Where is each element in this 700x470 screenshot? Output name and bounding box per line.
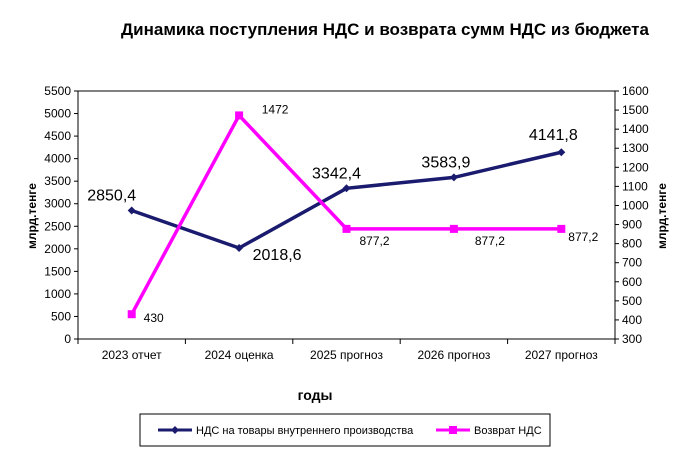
legend-label-2: Возврат НДС [474, 425, 542, 437]
y-axis-label-left: млрд.тенге [25, 183, 39, 249]
legend-marker-1 [171, 426, 179, 434]
plot-area [77, 90, 616, 340]
series-2-point [127, 310, 136, 319]
x-tick-label: 2027 прогноз [525, 348, 598, 362]
series-1-point [235, 243, 244, 252]
y-left-tick-label: 5500 [44, 84, 71, 98]
y-left-tick-label: 3000 [44, 197, 71, 211]
data-label-series-1: 3342,4 [312, 165, 361, 182]
series-2-point [235, 111, 244, 120]
y-right-tick-label: 1300 [622, 141, 649, 155]
y-right-tick-label: 1200 [622, 160, 649, 174]
legend-marker-2 [449, 426, 457, 434]
series-2-point [342, 224, 351, 233]
y-right-tick-label: 300 [622, 332, 642, 346]
y-left-tick-label: 500 [51, 309, 71, 323]
y-right-tick-label: 1100 [622, 179, 648, 193]
data-label-series-2: 877,2 [568, 230, 598, 244]
x-tick-label: 2025 прогноз [310, 348, 383, 362]
chart-title: Динамика поступления НДС и возврата сумм… [121, 20, 649, 39]
y-left-tick-label: 4500 [44, 129, 71, 143]
x-tick-label: 2023 отчет [102, 348, 162, 362]
data-label-series-1: 2018,6 [253, 247, 302, 264]
y-right-tick-label: 700 [622, 256, 642, 270]
y-right-tick-label: 1400 [622, 122, 649, 136]
data-label-series-1: 3583,9 [421, 154, 470, 171]
y-left-tick-label: 4000 [44, 152, 71, 166]
y-right-tick-label: 600 [622, 275, 642, 289]
y-axis-label-right: млрд.тенге [655, 183, 669, 249]
x-tick-label: 2026 прогноз [417, 348, 490, 362]
data-label-series-1: 4141,8 [529, 127, 578, 144]
series-2-point [557, 224, 566, 233]
data-label-series-2: 877,2 [359, 234, 389, 248]
data-label-series-1: 2850,4 [87, 187, 136, 204]
data-label-series-2: 877,2 [475, 234, 505, 248]
axes: 0 500 1000 1500 2000 2500 3000 3500 4000 4500 5000… [44, 84, 649, 362]
data-label-series-2: 430 [144, 311, 164, 325]
y-left-tick-label: 3500 [44, 174, 71, 188]
y-right-tick-label: 1600 [622, 84, 649, 98]
data-labels: 2850,4 2018,6 3342,4 3583,9 4141,8 430 1472 877… [87, 102, 598, 325]
y-right-tick-label: 900 [622, 218, 642, 232]
series-2-point [449, 224, 458, 233]
y-left-tick-label: 5000 [44, 107, 71, 121]
data-label-series-2: 1472 [262, 102, 289, 116]
series-1-point [342, 184, 351, 193]
y-left-tick-label: 2500 [44, 219, 71, 233]
series-1-point [449, 173, 458, 182]
x-axis-label: годы [298, 387, 333, 403]
series-lines [130, 112, 562, 316]
y-right-tick-label: 1000 [622, 198, 649, 212]
y-right-tick-label: 500 [622, 294, 642, 308]
y-right-tick-label: 1500 [622, 103, 649, 117]
legend: НДС на товары внутреннего производства Во… [139, 413, 551, 447]
y-right-tick-label: 400 [622, 313, 642, 327]
series-1-point [557, 148, 566, 157]
series-markers [127, 111, 566, 319]
y-left-tick-label: 0 [64, 332, 71, 346]
x-tick-label: 2024 оценка [205, 348, 274, 362]
legend-label-1: НДС на товары внутреннего производства [196, 425, 414, 437]
series-1-point [127, 206, 136, 215]
y-left-tick-label: 1500 [44, 264, 71, 278]
y-left-tick-label: 1000 [44, 287, 71, 301]
series-line-2 [130, 112, 562, 316]
y-right-tick-label: 800 [622, 237, 642, 251]
y-left-tick-label: 2000 [44, 242, 71, 256]
